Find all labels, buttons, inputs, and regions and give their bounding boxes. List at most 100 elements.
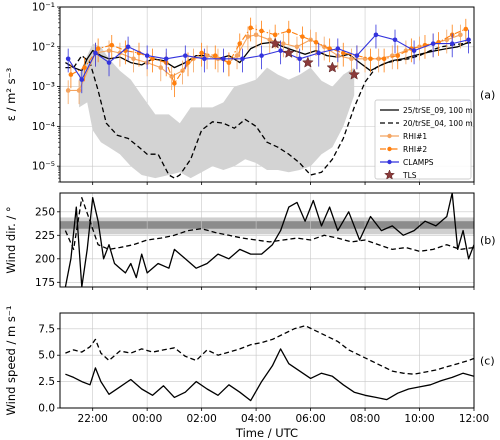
y-tick-label: 10⁻⁴ [32,121,55,133]
data-point-rhi-2 [381,56,387,62]
y-tick-label: 250 [35,206,55,218]
series-line-rhi-1 [68,34,461,91]
data-point-clamps [466,37,471,43]
data-point-rhi-1 [65,88,71,93]
data-point-rhi-2 [226,60,232,65]
data-point-rhi-2 [95,46,101,51]
data-point-clamps [144,53,150,58]
x-tick-label: 04:00 [241,413,271,425]
data-point-rhi-1 [321,44,327,50]
legend-marker-clamps [387,159,392,165]
data-point-rhi-2 [248,25,253,31]
y-tick-label: 5.0 [38,350,55,362]
y-tick-label: 10⁻² [32,41,55,53]
series-line-series-1 [64,197,474,252]
data-point-rhi-2 [272,32,278,38]
data-point-rhi-1 [234,53,240,58]
data-point-tls [282,46,295,58]
data-point-rhi-2 [313,39,319,45]
y-tick-label: 2.5 [38,376,55,388]
data-point-clamps [125,44,131,50]
data-point-clamps [392,37,398,43]
data-point-rhi-2 [199,50,204,56]
data-point-rhi-2 [463,26,469,32]
panel-a-series [65,17,474,179]
legend-label-tls: TLS [402,171,417,180]
x-tick-label: 22:00 [78,413,108,425]
data-point-clamps [430,41,436,46]
data-point-rhi-2 [172,81,177,86]
x-tick-label: 12:00 [459,413,489,425]
data-point-clamps [259,53,264,58]
x-tick-label: 06:00 [295,413,325,425]
data-point-rhi-2 [368,56,373,62]
data-point-clamps [93,50,98,56]
panel-b-ticks: 175 200 225 250 [35,206,475,290]
data-point-clamps [202,56,207,62]
panel-c-ticks: 0.0 2.5 5.0 7.5 [38,323,475,415]
data-point-rhi-2 [68,72,74,77]
y-tick-label: 7.5 [38,323,55,335]
panel-a-legend: 25/trSE_09, 100 m 20/trSE_04, 100 m RHI#1 R… [374,99,473,180]
panel-b-ylabel: Wind dir. / ° [4,206,18,273]
legend-label-25-trse-09-100-m: 25/trSE_09, 100 m [403,106,473,115]
x-tick-label: 10:00 [404,413,434,425]
panel-b-label: (b) [480,234,496,247]
legend-box [374,99,472,180]
data-point-rhi-2 [340,50,346,56]
data-point-clamps [449,41,455,46]
data-point-rhi-1 [245,34,251,39]
data-point-clamps [335,46,341,51]
panel-a-frame [59,6,475,183]
data-point-clamps [297,56,302,62]
y-tick-label: 225 [35,230,55,242]
data-point-clamps [316,50,322,56]
data-point-rhi-1 [376,56,381,62]
uncertainty-band [79,43,355,179]
data-point-clamps [65,56,71,62]
legend-label-clamps: CLAMPS [403,158,434,167]
data-point-clamps [240,56,245,62]
legend-marker-rhi-1 [387,133,392,139]
legend-label-20-trse-04-100-m: 20/trSE_04, 100 m [403,119,473,128]
x-axis-label: Time / UTC [235,426,298,440]
panel-b-bands [60,217,474,235]
panel-b-wind-direction: 175 200 225 250 Wind dir. / ° (b) [4,192,496,290]
data-point-rhi-2 [109,42,115,48]
legend-label-rhi-2: RHI#2 [403,145,427,154]
data-point-rhi-2 [259,28,264,34]
data-point-rhi-1 [253,32,259,38]
data-point-rhi-2 [82,65,87,70]
data-point-tls [301,56,314,68]
data-point-rhi-1 [349,56,354,62]
panel-b-series [64,193,474,287]
panel-a-label: (a) [480,89,495,102]
y-tick-label: 10⁻¹ [32,2,55,14]
panel-b-grid [60,193,475,287]
data-point-rhi-2 [237,41,243,46]
data-point-clamps [79,77,85,82]
data-point-rhi-1 [131,56,136,62]
panel-c-series [65,325,474,402]
legend-marker-rhi-2 [387,146,392,152]
series-line-series-0 [64,193,474,287]
series-line-20-trse-04-100-m [65,41,474,179]
x-tick-label: 00:00 [132,413,162,425]
reference-band-1 [60,221,474,229]
data-point-rhi-1 [281,41,286,46]
data-point-rhi-1 [294,44,300,50]
data-point-rhi-1 [76,88,82,93]
data-point-rhi-1 [362,56,368,62]
data-point-tls [348,68,361,80]
data-point-clamps [411,48,417,53]
series-line-series-1 [65,325,474,375]
data-point-rhi-2 [395,53,401,58]
y-tick-label: 10⁻³ [32,81,55,93]
data-point-clamps [182,53,188,58]
data-point-clamps [278,48,283,53]
y-tick-label: 10⁻⁵ [32,161,55,173]
series-line-series-0 [65,348,474,402]
data-point-clamps [106,60,112,65]
legend-label-rhi-1: RHI#1 [403,132,427,141]
y-tick-label: 200 [35,253,55,265]
